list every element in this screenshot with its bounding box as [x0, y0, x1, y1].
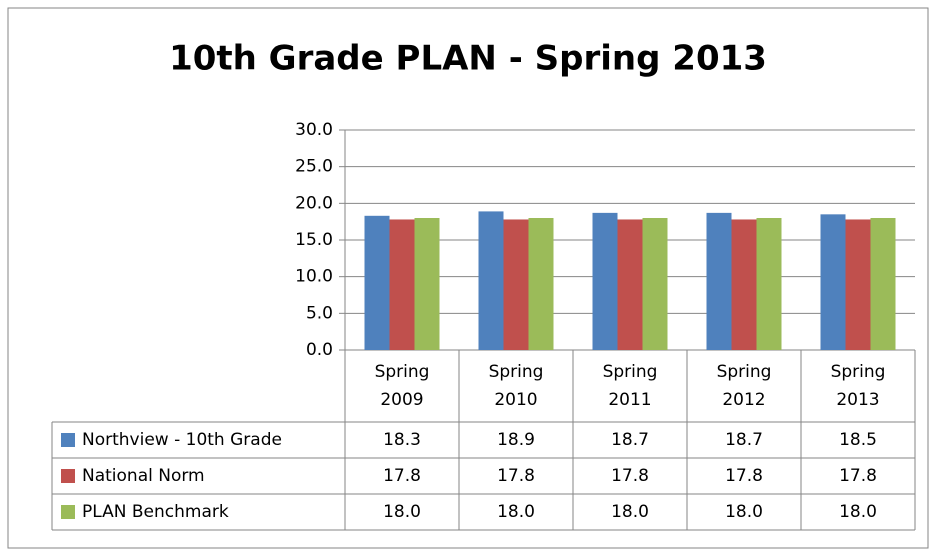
y-tick-label: 10.0 — [295, 267, 333, 287]
legend-label: Northview - 10th Grade — [82, 430, 282, 450]
bar — [389, 219, 415, 350]
x-tick-label: Spring 2009 — [375, 362, 430, 410]
y-tick-label: 15.0 — [295, 230, 333, 250]
bar — [364, 215, 390, 350]
bar — [706, 212, 732, 350]
bar — [756, 218, 782, 350]
bar — [617, 219, 643, 350]
bar — [528, 218, 554, 350]
table-value: 18.0 — [497, 502, 535, 522]
bar — [642, 218, 668, 350]
table-value: 18.0 — [839, 502, 877, 522]
table-value: 18.0 — [383, 502, 421, 522]
bar — [870, 218, 896, 350]
table-value: 18.3 — [383, 430, 421, 450]
legend-swatch — [61, 433, 75, 447]
table-value: 18.0 — [611, 502, 649, 522]
y-tick-label: 30.0 — [295, 120, 333, 140]
table-value: 18.7 — [611, 430, 649, 450]
table-value: 17.8 — [839, 466, 877, 486]
y-tick-label: 5.0 — [306, 303, 333, 323]
x-tick-label: Spring 2013 — [831, 362, 886, 410]
table-value: 18.7 — [725, 430, 763, 450]
chart-title: 10th Grade PLAN - Spring 2013 — [169, 39, 767, 79]
y-tick-label: 25.0 — [295, 157, 333, 177]
bar — [820, 214, 846, 350]
bar — [845, 219, 871, 350]
legend-swatch — [61, 505, 75, 519]
bar — [503, 219, 529, 350]
table-value: 17.8 — [725, 466, 763, 486]
table-value: 17.8 — [497, 466, 535, 486]
bar — [414, 218, 440, 350]
x-tick-label: Spring 2012 — [717, 362, 772, 410]
table-value: 17.8 — [611, 466, 649, 486]
x-tick-label: Spring 2011 — [603, 362, 658, 410]
y-tick-label: 20.0 — [295, 193, 333, 213]
table-value: 17.8 — [383, 466, 421, 486]
x-tick-label: Spring 2010 — [489, 362, 544, 410]
legend-swatch — [61, 469, 75, 483]
table-value: 18.9 — [497, 430, 535, 450]
bar — [592, 212, 618, 350]
y-tick-label: 0.0 — [306, 340, 333, 360]
table-value: 18.5 — [839, 430, 877, 450]
bar — [731, 219, 757, 350]
bar — [478, 211, 504, 350]
legend-label: National Norm — [82, 466, 205, 486]
legend-label: PLAN Benchmark — [82, 502, 229, 522]
table-value: 18.0 — [725, 502, 763, 522]
